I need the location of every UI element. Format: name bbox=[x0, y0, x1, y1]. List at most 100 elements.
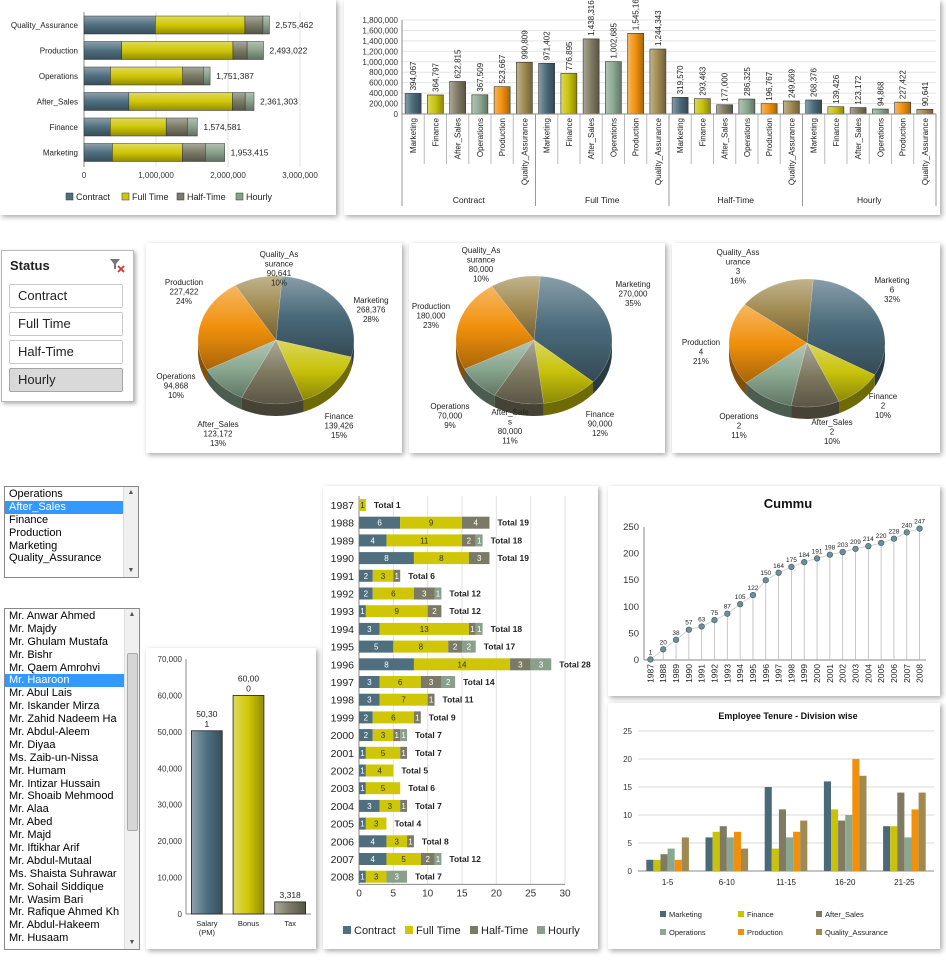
employee-listbox[interactable]: Mr. Anwar Ahmed Mr. Majdy Mr. Ghulam Musta… bbox=[4, 608, 140, 950]
division-scrollbar[interactable]: ▲ ▼ bbox=[123, 487, 138, 577]
scroll-thumb[interactable] bbox=[127, 653, 138, 831]
tenure-bar bbox=[830, 809, 839, 871]
list-item[interactable]: Mr. Haaroon bbox=[5, 674, 124, 688]
total-label: 2,575,462 bbox=[275, 20, 313, 30]
segment-label: 1 bbox=[360, 749, 365, 758]
list-item[interactable]: Mr. Abdul-Mutaal bbox=[9, 854, 92, 867]
bar-segment bbox=[386, 853, 421, 865]
list-item[interactable]: Mr. Abdul-Hakeem bbox=[9, 919, 100, 932]
x-tick-label: 30 bbox=[559, 888, 571, 899]
clear-filter-icon[interactable] bbox=[109, 257, 125, 276]
list-item[interactable]: Mr. Rafique Ahmed Kh bbox=[9, 906, 120, 919]
tenure-bar bbox=[838, 820, 846, 871]
total-label: Total 6 bbox=[408, 571, 435, 581]
category-label: Quality_Assurance bbox=[11, 21, 79, 30]
segment-label: 1 bbox=[395, 731, 400, 740]
list-item[interactable]: Mr. Majdy bbox=[9, 622, 57, 635]
list-item[interactable]: Mr. Husaam bbox=[9, 932, 69, 945]
list-item[interactable]: Mr. Ghulam Mustafa bbox=[9, 635, 109, 648]
tenure-bar bbox=[904, 837, 912, 871]
list-item[interactable]: Mr. Sohail Siddique bbox=[9, 880, 104, 893]
total-label: 1,953,415 bbox=[231, 148, 269, 158]
scroll-down-icon[interactable]: ▼ bbox=[127, 567, 135, 574]
year-label: 2008 bbox=[331, 872, 355, 884]
legend-label: After_Sales bbox=[825, 910, 864, 919]
list-item[interactable]: Mr. Majd bbox=[9, 829, 52, 842]
bar-segment bbox=[205, 143, 225, 162]
tenure-bar bbox=[859, 775, 867, 871]
bar-segment bbox=[359, 746, 366, 759]
list-item[interactable]: Marketing bbox=[9, 539, 58, 552]
y-tick-label: 20 bbox=[623, 755, 632, 764]
list-item[interactable]: Operations bbox=[9, 488, 63, 500]
tenure-bar bbox=[719, 826, 727, 871]
pie-side bbox=[729, 343, 747, 395]
chart-title: Employee Tenure - Division wise bbox=[718, 711, 857, 721]
list-item[interactable]: Mr. Anwar Ahmed bbox=[9, 610, 96, 622]
scroll-up-icon[interactable]: ▲ bbox=[128, 611, 136, 618]
list-item[interactable]: Quality_Assurance bbox=[9, 552, 102, 565]
slice-label: 4 bbox=[699, 348, 704, 357]
slicer-item-half-time[interactable]: Half-Time bbox=[9, 340, 123, 364]
tenure-bar bbox=[733, 831, 742, 871]
bar-segment bbox=[400, 516, 462, 529]
segment-label: 1 bbox=[401, 802, 406, 811]
list-item[interactable]: Mr. Diyaa bbox=[9, 738, 56, 751]
list-item[interactable]: Mr. Zahid Nadeem Ha bbox=[9, 713, 117, 726]
list-item[interactable]: Production bbox=[9, 526, 62, 539]
list-item[interactable]: Mr. Qaem Amrohvi bbox=[9, 661, 101, 674]
legend-label: Quality_Assurance bbox=[825, 928, 888, 937]
column-bar bbox=[805, 99, 822, 115]
column-bar bbox=[516, 61, 533, 115]
column-bar bbox=[694, 98, 711, 115]
slicer-item-full-time[interactable]: Full Time bbox=[9, 312, 123, 336]
slice-label: 123,172 bbox=[204, 430, 233, 439]
division-listbox[interactable]: Operations After_Sales Finance Production Ma… bbox=[4, 486, 139, 578]
list-item[interactable]: Mr. Abul Lais bbox=[9, 687, 72, 700]
data-point bbox=[724, 610, 731, 617]
y-tick-label: 200 bbox=[623, 549, 639, 560]
x-tick-label: 0 bbox=[82, 171, 87, 180]
slicer-item-hourly[interactable]: Hourly bbox=[9, 368, 123, 392]
tenure-bar bbox=[667, 848, 675, 871]
list-item[interactable]: Mr. Iskander Mirza bbox=[9, 700, 100, 713]
bar-segment bbox=[475, 622, 483, 635]
column-bar bbox=[760, 103, 778, 115]
scroll-up-icon[interactable]: ▲ bbox=[127, 489, 135, 496]
list-item[interactable]: Ms. Shaista Suhrawar bbox=[9, 867, 117, 880]
total-label: Total 18 bbox=[491, 535, 523, 545]
slicer-item-contract[interactable]: Contract bbox=[9, 284, 123, 308]
data-point bbox=[852, 545, 859, 552]
tenure-bar bbox=[712, 831, 720, 871]
segment-label: 3 bbox=[477, 554, 482, 563]
tenure-bar bbox=[674, 859, 682, 871]
category-label: Production bbox=[765, 118, 774, 156]
pie-slice bbox=[241, 339, 304, 405]
data-label: 220 bbox=[876, 533, 887, 540]
list-item[interactable]: Mr. Bishr bbox=[9, 648, 53, 661]
y-tick-label: 50 bbox=[628, 628, 639, 639]
employee-scrollbar[interactable]: ▲ ▼ bbox=[124, 609, 139, 949]
list-item[interactable]: Mr. Abdul-Aleem bbox=[9, 726, 90, 739]
pie-slice bbox=[491, 275, 541, 341]
list-item[interactable]: Mr. Humam bbox=[9, 764, 66, 777]
list-item[interactable]: Mr. Iftikhar Arif bbox=[9, 842, 80, 855]
list-item[interactable]: Mr. Shoaib Mehmood bbox=[9, 790, 114, 803]
list-item[interactable]: Finance bbox=[9, 513, 49, 526]
bar-segment bbox=[413, 711, 421, 724]
pie-side bbox=[791, 401, 839, 419]
list-item[interactable]: Mr. Abed bbox=[9, 816, 53, 829]
segment-label: 2 bbox=[364, 572, 369, 581]
data-label: 364,797 bbox=[431, 62, 440, 91]
list-item[interactable]: Mr. Intizar Hussain bbox=[9, 777, 101, 790]
list-item[interactable]: After_Sales bbox=[5, 500, 123, 514]
year-label: 2003 bbox=[331, 783, 355, 795]
data-label: 523,667 bbox=[498, 54, 507, 83]
tenure-bar bbox=[764, 787, 772, 871]
list-item[interactable]: Mr. Wasim Bari bbox=[9, 893, 84, 906]
y-tick-label: 60,000 bbox=[158, 691, 183, 700]
scroll-down-icon[interactable]: ▼ bbox=[128, 939, 136, 946]
data-label: 776,895 bbox=[565, 41, 574, 70]
list-item[interactable]: Mr. Alaa bbox=[9, 803, 49, 816]
list-item[interactable]: Ms. Zaib-un-Nissa bbox=[9, 751, 99, 764]
